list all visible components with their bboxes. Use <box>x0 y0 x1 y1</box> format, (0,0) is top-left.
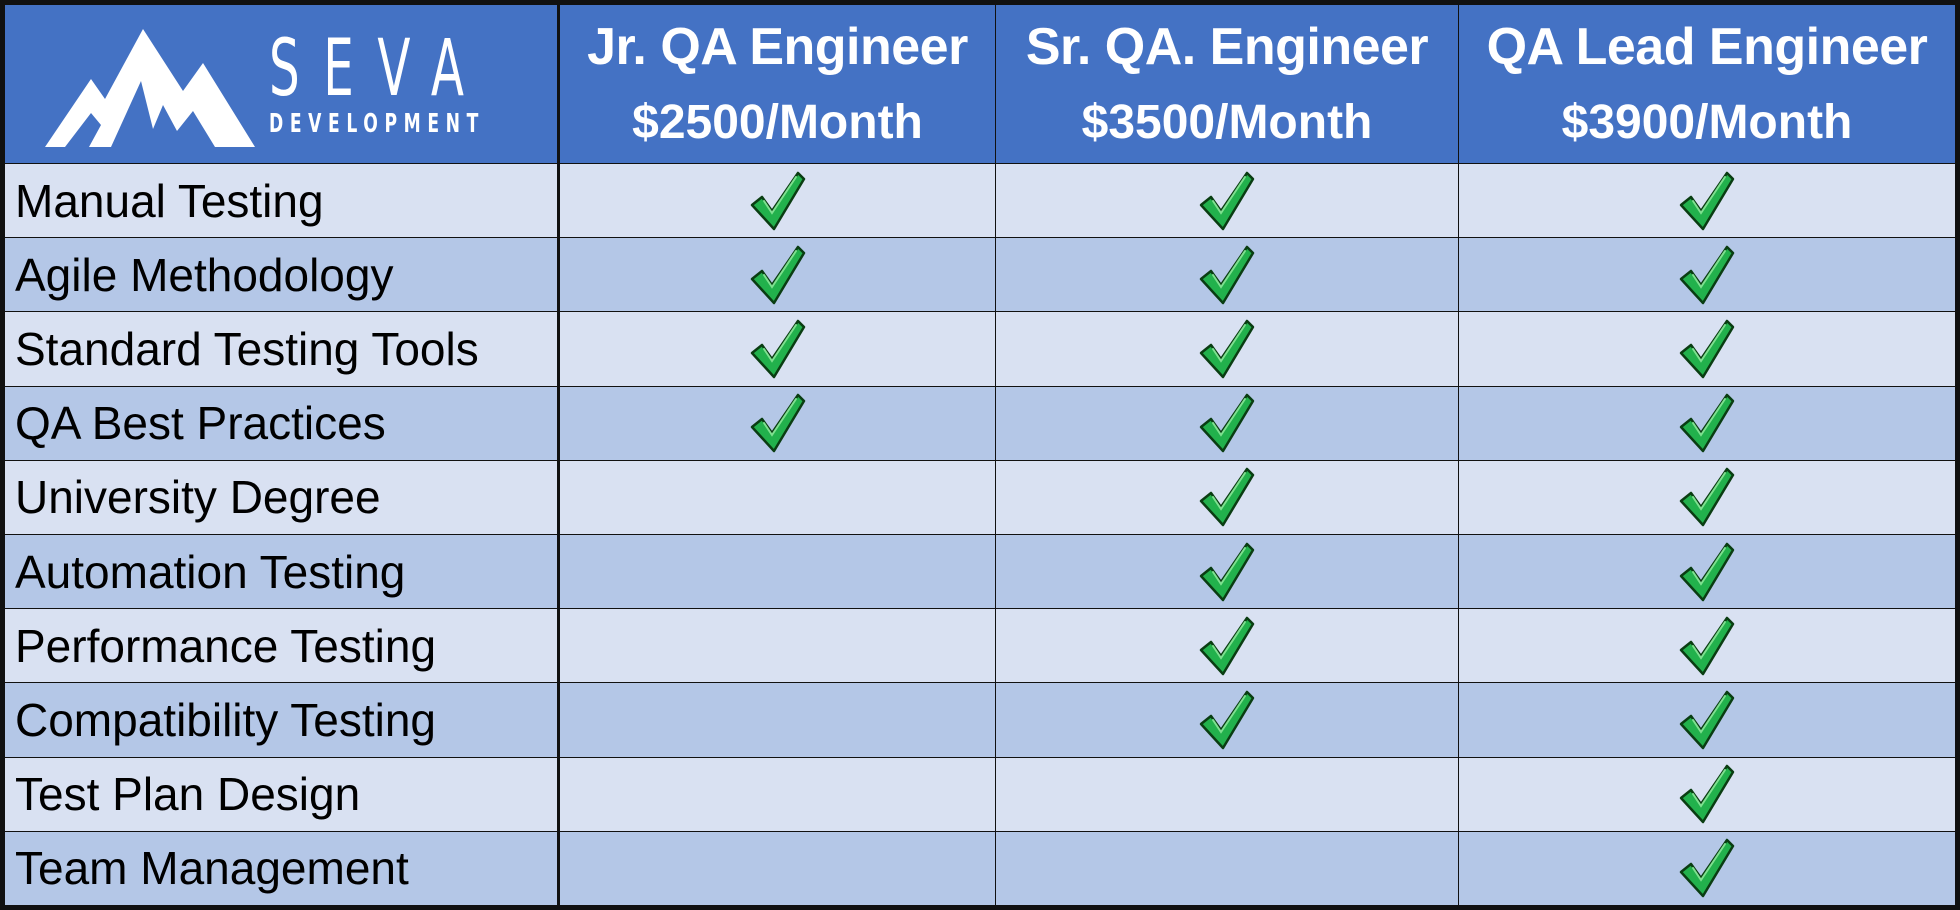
feature-label: Team Management <box>4 830 560 907</box>
seva-logo: SEVA DEVELOPMENT <box>5 5 557 163</box>
feature-cell <box>995 459 1459 535</box>
feature-cell <box>558 756 996 832</box>
feature-cell <box>995 608 1459 684</box>
checkmark-icon <box>1679 171 1735 231</box>
feature-rows: Manual Testing Agile Methodology Standard … <box>4 162 1956 907</box>
feature-cell <box>1458 830 1956 907</box>
checkmark-icon <box>1679 542 1735 602</box>
mountain-logo-icon <box>45 29 256 147</box>
checkmark-icon <box>1679 319 1735 379</box>
feature-row: Test Plan Design <box>4 756 1956 832</box>
feature-cell <box>1458 385 1956 461</box>
plan-title: Sr. QA. Engineer <box>1025 18 1429 76</box>
feature-label: Compatibility Testing <box>4 682 560 758</box>
checkmark-icon <box>1679 393 1735 453</box>
checkmark-icon <box>1199 319 1255 379</box>
feature-cell <box>1458 756 1956 832</box>
feature-cell <box>558 682 996 758</box>
feature-cell <box>1458 459 1956 535</box>
feature-label: Test Plan Design <box>4 756 560 832</box>
feature-label: University Degree <box>4 459 560 535</box>
header-row: SEVA DEVELOPMENT Jr. QA Engineer $2500/M… <box>4 4 1956 164</box>
logo-name: SEVA <box>269 24 488 114</box>
feature-row: Manual Testing <box>4 162 1956 239</box>
checkmark-icon <box>750 319 806 379</box>
feature-label: Standard Testing Tools <box>4 311 560 387</box>
feature-cell <box>995 830 1459 907</box>
feature-row: Standard Testing Tools <box>4 311 1956 387</box>
feature-row: University Degree <box>4 459 1956 535</box>
feature-cell <box>1458 682 1956 758</box>
checkmark-icon <box>1199 393 1255 453</box>
feature-cell <box>995 237 1459 313</box>
feature-cell <box>1458 608 1956 684</box>
feature-row: QA Best Practices <box>4 385 1956 461</box>
feature-cell <box>558 533 996 610</box>
plan-title: QA Lead Engineer <box>1486 18 1928 76</box>
checkmark-icon <box>1199 542 1255 602</box>
checkmark-icon <box>1679 690 1735 750</box>
pricing-table: SEVA DEVELOPMENT Jr. QA Engineer $2500/M… <box>4 4 1956 907</box>
feature-cell <box>1458 311 1956 387</box>
feature-cell <box>558 830 996 907</box>
feature-label: Performance Testing <box>4 608 560 684</box>
feature-cell <box>1458 237 1956 313</box>
feature-cell <box>558 311 996 387</box>
checkmark-icon <box>1199 245 1255 305</box>
feature-row: Automation Testing <box>4 533 1956 610</box>
feature-cell <box>995 756 1459 832</box>
plan-header-jr: Jr. QA Engineer $2500/Month <box>558 4 996 164</box>
feature-row: Compatibility Testing <box>4 682 1956 758</box>
checkmark-icon <box>1679 764 1735 824</box>
logo-cell: SEVA DEVELOPMENT <box>4 4 560 164</box>
feature-label: Agile Methodology <box>4 237 560 313</box>
checkmark-icon <box>1199 690 1255 750</box>
checkmark-icon <box>1679 467 1735 527</box>
checkmark-icon <box>1679 616 1735 676</box>
plan-header-lead: QA Lead Engineer $3900/Month <box>1458 4 1956 164</box>
plan-price: $3500/Month <box>1081 96 1373 149</box>
checkmark-icon <box>1199 467 1255 527</box>
feature-cell <box>995 533 1459 610</box>
plan-header-sr: Sr. QA. Engineer $3500/Month <box>995 4 1459 164</box>
feature-label: Automation Testing <box>4 533 560 610</box>
feature-label: Manual Testing <box>4 162 560 239</box>
checkmark-icon <box>750 393 806 453</box>
checkmark-icon <box>750 171 806 231</box>
feature-cell <box>1458 533 1956 610</box>
feature-row: Performance Testing <box>4 608 1956 684</box>
feature-cell <box>558 385 996 461</box>
checkmark-icon <box>1679 245 1735 305</box>
feature-cell <box>995 311 1459 387</box>
plan-price: $3900/Month <box>1561 96 1853 149</box>
plan-title: Jr. QA Engineer <box>587 18 968 76</box>
checkmark-icon <box>1199 171 1255 231</box>
feature-row: Team Management <box>4 830 1956 907</box>
checkmark-icon <box>750 245 806 305</box>
feature-cell <box>558 459 996 535</box>
checkmark-icon <box>1199 616 1255 676</box>
feature-cell <box>995 682 1459 758</box>
feature-cell <box>1458 162 1956 239</box>
feature-cell <box>558 608 996 684</box>
checkmark-icon <box>1679 838 1735 898</box>
feature-cell <box>995 385 1459 461</box>
plan-price: $2500/Month <box>632 96 923 149</box>
feature-cell <box>995 162 1459 239</box>
feature-row: Agile Methodology <box>4 237 1956 313</box>
feature-cell <box>558 237 996 313</box>
feature-label: QA Best Practices <box>4 385 560 461</box>
logo-subtitle: DEVELOPMENT <box>269 109 486 139</box>
feature-cell <box>558 162 996 239</box>
